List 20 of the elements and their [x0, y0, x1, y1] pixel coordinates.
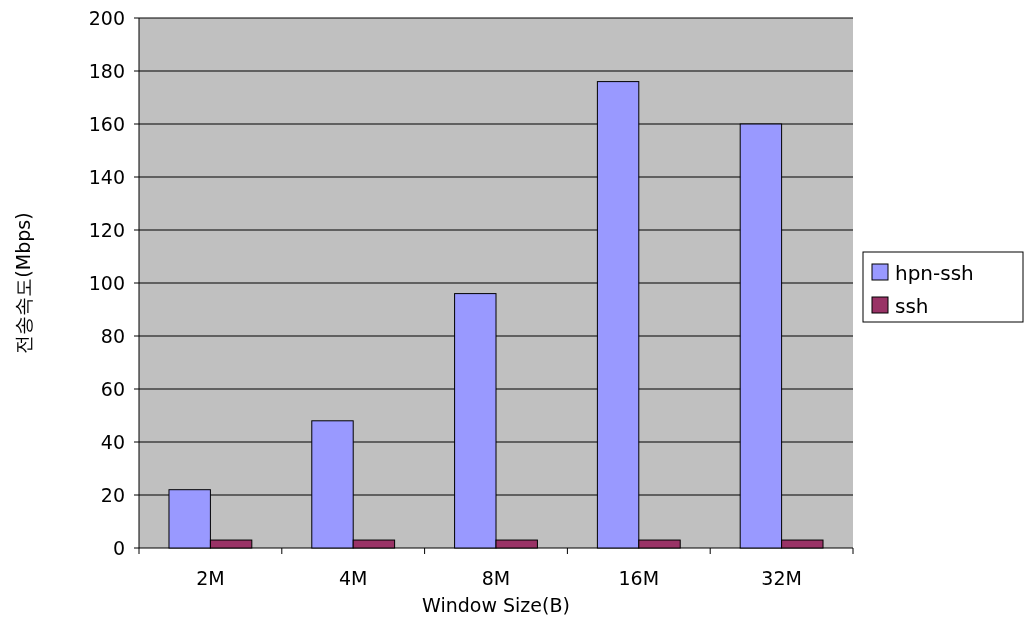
y-tick-label: 120	[88, 219, 125, 241]
x-tick-label: 2M	[196, 567, 225, 589]
y-tick-label: 0	[112, 537, 125, 559]
y-tick-label: 20	[100, 484, 125, 506]
legend-label: ssh	[895, 294, 929, 318]
y-tick-label: 180	[88, 60, 125, 82]
y-tick-label: 140	[88, 166, 125, 188]
x-axis-title: Window Size(B)	[422, 594, 570, 616]
y-tick-label: 40	[100, 431, 125, 453]
y-tick-label: 160	[88, 113, 125, 135]
x-tick-label: 16M	[618, 567, 660, 589]
y-axis-title: 전송속도(Mbps)	[12, 212, 34, 354]
x-tick-label: 32M	[761, 567, 802, 589]
y-tick-label: 60	[100, 378, 125, 400]
y-tick-label: 200	[88, 7, 125, 29]
y-tick-label: 100	[88, 272, 125, 294]
x-tick-label: 8M	[481, 567, 511, 589]
legend-label: hpn-ssh	[895, 261, 974, 285]
x-tick-label: 4M	[338, 567, 368, 589]
y-tick-label: 80	[100, 325, 125, 347]
